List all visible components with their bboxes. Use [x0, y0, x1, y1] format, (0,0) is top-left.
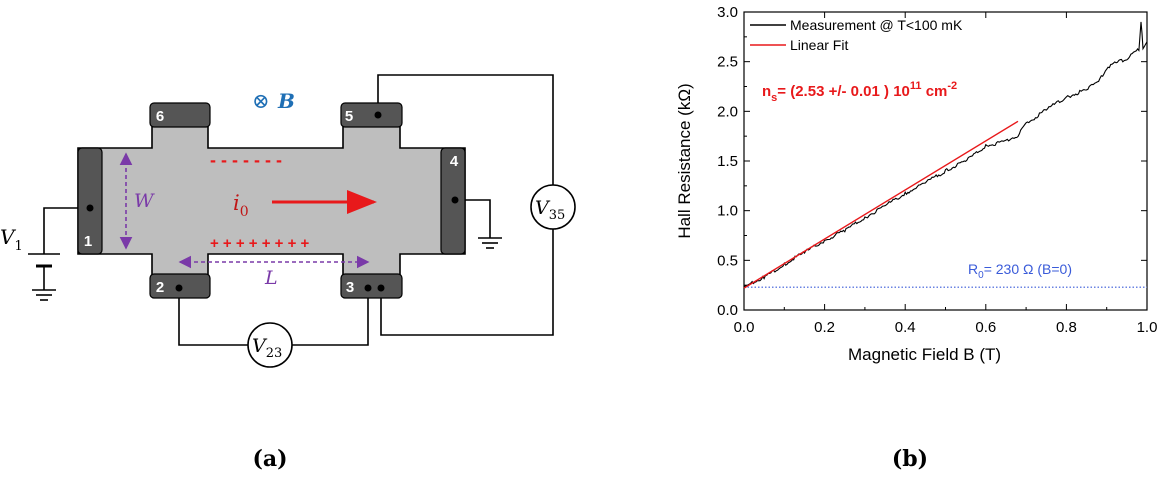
contact-4: 4	[440, 147, 466, 255]
x-tick-label: 0.0	[734, 319, 755, 336]
voltmeter-23: V23	[247, 322, 293, 368]
voltmeter-23-label: V23	[252, 335, 282, 361]
y-tick-label: 0.0	[717, 302, 738, 319]
y-tick-label: 2.5	[717, 54, 738, 71]
voltmeter-35-label: V35	[535, 197, 565, 223]
panel-b-hall-resistance-chart: 0.0 0.5 1.0 1.5 2.0 2.5 3.0 0.0 0.2 0.4 0.6 0.8 1.0…	[675, 4, 1157, 472]
x-tick-label: 0.4	[895, 319, 916, 336]
x-axis: 0.0 0.2 0.4 0.6 0.8 1.0	[734, 12, 1158, 336]
series-measurement-line	[743, 21, 1148, 289]
ground-symbol-left	[32, 289, 56, 301]
series-linear-fit-line	[743, 120, 1019, 289]
x-tick-label: 0.2	[814, 319, 835, 336]
contact-2: 2	[149, 273, 211, 299]
legend-label-measurement: Measurement @ T<100 mK	[790, 17, 963, 33]
contact-5-label: 5	[345, 108, 353, 125]
x-tick-label: 1.0	[1137, 319, 1158, 336]
caption-a: (a)	[252, 446, 287, 472]
y-tick-label: 1.0	[717, 203, 738, 220]
voltmeter-35: V35	[530, 184, 576, 230]
plot-frame	[743, 11, 1148, 311]
y-tick-label: 0.5	[717, 252, 738, 269]
contact-2-label: 2	[156, 279, 164, 296]
length-label: L	[264, 267, 278, 289]
positive-charges: + + + + + + + +	[210, 235, 309, 252]
series-layer	[743, 21, 1148, 289]
width-label: W	[134, 190, 155, 212]
y-tick-label: 3.0	[717, 4, 738, 21]
x-axis-label: Magnetic Field B (T)	[848, 345, 1001, 364]
contact-1: 1	[77, 147, 103, 255]
contact-3: 3	[340, 273, 403, 299]
current-label: i0	[233, 191, 249, 220]
voltage-source-battery	[28, 253, 60, 268]
legend-label-fit: Linear Fit	[790, 37, 848, 53]
field-label: B	[277, 89, 295, 113]
caption-b: (b)	[892, 446, 928, 472]
y-axis: 0.0 0.5 1.0 1.5 2.0 2.5 3.0	[717, 4, 1147, 319]
y-axis-label: Hall Resistance (kΩ)	[675, 83, 694, 238]
y-tick-label: 2.0	[717, 103, 738, 120]
contact-3-label: 3	[346, 279, 354, 296]
y-tick-label: 1.5	[717, 153, 738, 170]
negative-charges: - - - - - - -	[210, 150, 282, 170]
carrier-density-annotation: ns= (2.53 +/- 0.01 ) 1011 cm-2	[762, 80, 957, 104]
x-tick-label: 0.6	[975, 319, 996, 336]
field-into-page-icon: ⊗	[252, 89, 270, 113]
contact-4-label: 4	[450, 153, 459, 170]
zero-field-resistance-annotation: R0= 230 Ω (B=0)	[968, 261, 1072, 281]
circuit-wires	[43, 74, 554, 346]
panel-a-hall-bar-diagram: 1 2 3 4 5 6 ⊗ B	[0, 74, 576, 472]
source-label: V1	[0, 225, 23, 254]
ground-symbol-right	[478, 237, 502, 249]
contact-1-label: 1	[84, 233, 92, 250]
x-tick-label: 0.8	[1056, 319, 1077, 336]
contact-6: 6	[149, 102, 211, 128]
legend: Measurement @ T<100 mK Linear Fit	[750, 17, 963, 53]
contact-5: 5	[340, 102, 403, 128]
contact-6-label: 6	[156, 108, 164, 125]
